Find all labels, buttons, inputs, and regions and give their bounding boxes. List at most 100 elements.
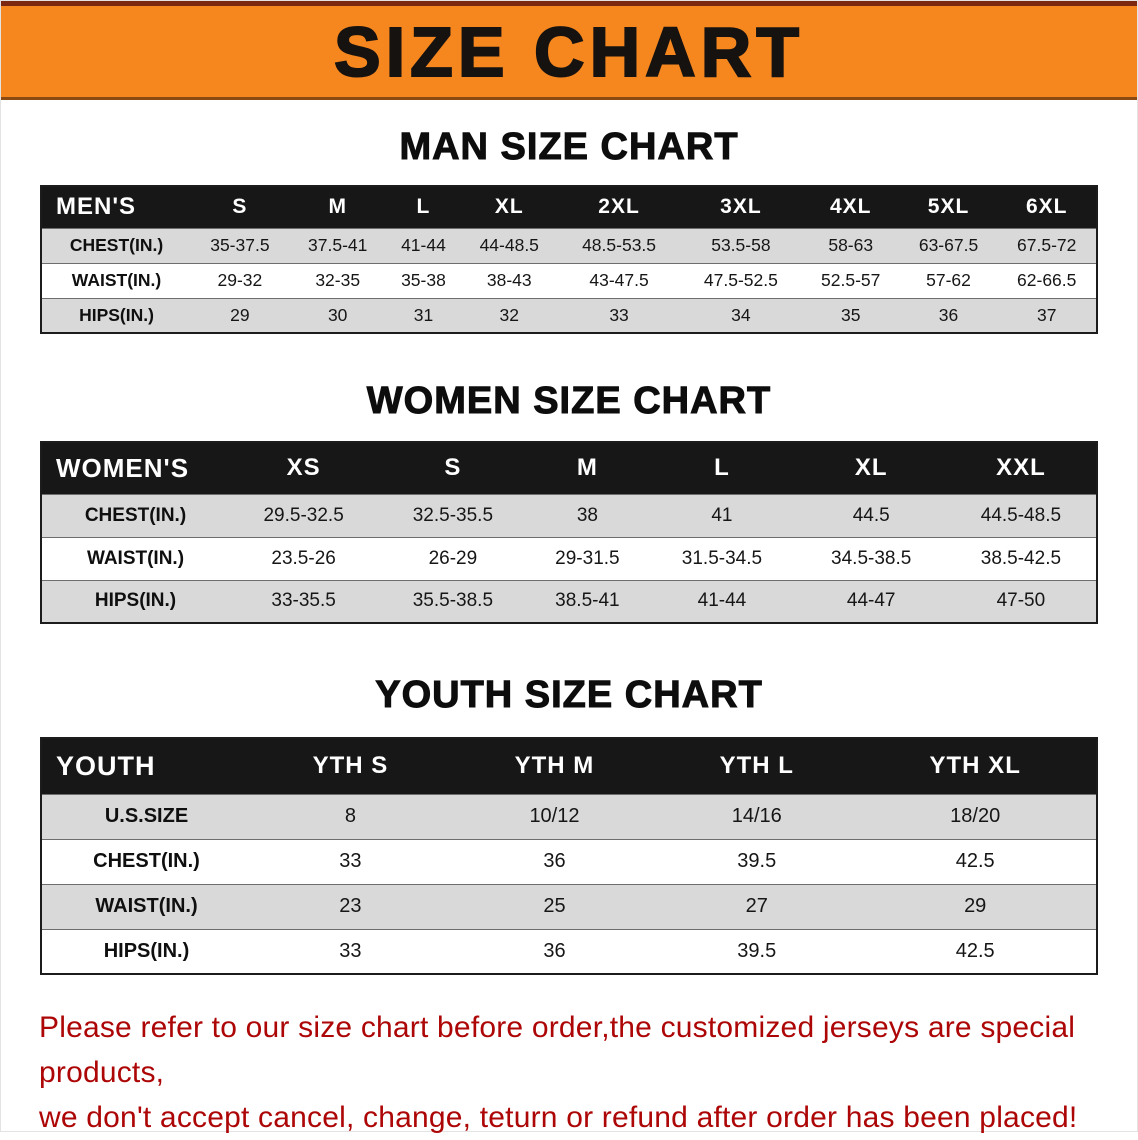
men-size-table: MEN'S S M L XL 2XL 3XL 4XL 5XL 6XL CHEST(IN.) 35-37… xyxy=(40,185,1098,334)
table-row: WAIST(IN.) 23.5-26 26-29 29-31.5 31.5-34.5 34… xyxy=(41,537,1097,580)
size-value-cell: 32-35 xyxy=(315,270,361,290)
size-value-cell: 44.5-48.5 xyxy=(980,504,1062,526)
size-value-cell: 38-43 xyxy=(486,270,532,290)
size-value-cell: 35-37.5 xyxy=(210,235,270,255)
size-column-header: 6XL xyxy=(1025,195,1068,219)
size-value-cell: 37.5-41 xyxy=(308,235,368,255)
youth-size-chart-section: YOUTH SIZE CHART YOUTH YTH S YTH M YTH L YTH… xyxy=(1,674,1137,975)
row-label: WAIST(IN.) xyxy=(86,547,185,569)
size-value-cell: 53.5-58 xyxy=(711,235,771,255)
size-column-header: YTH L xyxy=(719,752,794,780)
size-value-cell: 23 xyxy=(339,895,362,917)
size-column-header: M xyxy=(328,195,347,219)
table-header-row: YOUTH YTH S YTH M YTH L YTH XL xyxy=(41,738,1097,794)
size-value-cell: 63-67.5 xyxy=(918,235,979,255)
table-row: HIPS(IN.) 33-35.5 35.5-38.5 38.5-41 41-44 44-… xyxy=(41,580,1097,623)
size-value-cell: 33-35.5 xyxy=(271,590,336,612)
size-value-cell: 29 xyxy=(964,895,987,917)
table-header-row: WOMEN'S XS S M L XL XXL xyxy=(41,442,1097,494)
size-value-cell: 34.5-38.5 xyxy=(831,547,912,569)
notice-line-1: Please refer to our size chart before or… xyxy=(39,1011,1076,1089)
size-value-cell: 67.5-72 xyxy=(1017,235,1077,255)
table-header-row: MEN'S S M L XL 2XL 3XL 4XL 5XL 6XL xyxy=(41,186,1097,228)
size-value-cell: 33 xyxy=(339,939,362,962)
table-title-cell: MEN'S xyxy=(56,193,137,221)
size-value-cell: 44-47 xyxy=(846,590,896,612)
size-column-header: 2XL xyxy=(598,195,640,219)
size-value-cell: 41-44 xyxy=(401,235,446,255)
size-value-cell: 57-62 xyxy=(926,270,971,290)
size-value-cell: 35.5-38.5 xyxy=(412,590,494,612)
footer-notice: Please refer to our size chart before or… xyxy=(1,1005,1137,1140)
table-title-cell: YOUTH xyxy=(56,750,156,781)
women-size-chart-section: WOMEN SIZE CHART WOMEN'S XS S M L XL XXL CHEST(… xyxy=(1,380,1137,624)
size-value-cell: 43-47.5 xyxy=(589,270,649,290)
youth-size-table: YOUTH YTH S YTH M YTH L YTH XL U.S.SIZE 8 10/12… xyxy=(40,737,1098,975)
size-column-header: 5XL xyxy=(927,195,970,219)
size-value-cell: 14/16 xyxy=(731,805,782,827)
size-value-cell: 26-29 xyxy=(428,547,478,569)
size-column-header: M xyxy=(576,454,598,482)
size-value-cell: 25 xyxy=(543,895,566,917)
size-value-cell: 29-32 xyxy=(217,270,263,290)
table-row: CHEST(IN.) 35-37.5 37.5-41 41-44 44-48.5 48.5… xyxy=(41,228,1097,263)
size-value-cell: 42.5 xyxy=(955,939,995,962)
row-label: CHEST(IN.) xyxy=(69,235,164,255)
size-column-header: XXL xyxy=(996,454,1046,482)
size-value-cell: 44-48.5 xyxy=(479,235,539,255)
table-row: HIPS(IN.) 33 36 39.5 42.5 xyxy=(41,929,1097,974)
size-value-cell: 36 xyxy=(543,850,566,872)
size-column-header: YTH XL xyxy=(929,752,1021,780)
row-label: CHEST(IN.) xyxy=(93,850,200,872)
size-value-cell: 29 xyxy=(230,304,250,325)
size-value-cell: 39.5 xyxy=(737,939,777,962)
size-value-cell: 29.5-32.5 xyxy=(263,504,344,526)
women-size-table: WOMEN'S XS S M L XL XXL CHEST(IN.) 29.5-32.5 32.5… xyxy=(40,441,1098,624)
row-label: CHEST(IN.) xyxy=(84,504,187,526)
table-row: CHEST(IN.) 29.5-32.5 32.5-35.5 38 41 44.5 44.5… xyxy=(41,494,1097,537)
size-value-cell: 29-31.5 xyxy=(555,547,620,569)
size-value-cell: 32 xyxy=(499,304,519,325)
table-row: CHEST(IN.) 33 36 39.5 42.5 xyxy=(41,839,1097,884)
size-column-header: L xyxy=(416,195,431,219)
table-row: HIPS(IN.) 29 30 31 32 33 34 35 36 37 xyxy=(41,298,1097,333)
notice-line-2: we don't accept cancel, change, teturn o… xyxy=(39,1101,1078,1134)
row-label: HIPS(IN.) xyxy=(79,304,154,325)
row-label: WAIST(IN.) xyxy=(95,895,198,917)
size-value-cell: 35 xyxy=(840,304,861,325)
size-value-cell: 27 xyxy=(745,895,768,917)
row-label: U.S.SIZE xyxy=(104,805,189,827)
size-column-header: L xyxy=(714,454,730,482)
size-value-cell: 33 xyxy=(609,304,629,325)
size-column-header: S xyxy=(232,195,248,219)
size-value-cell: 42.5 xyxy=(955,850,995,872)
size-column-header: XL xyxy=(854,454,888,482)
men-size-chart-section: MAN SIZE CHART MEN'S S M L XL 2XL 3XL 4XL 5XL 6XL… xyxy=(1,126,1137,334)
size-value-cell: 38.5-41 xyxy=(555,590,620,612)
size-value-cell: 47-50 xyxy=(996,590,1046,612)
page-title: SIZE CHART xyxy=(333,12,804,91)
size-value-cell: 31 xyxy=(413,304,434,325)
size-value-cell: 48.5-53.5 xyxy=(582,235,657,255)
size-value-cell: 31.5-34.5 xyxy=(681,547,763,569)
table-row: U.S.SIZE 8 10/12 14/16 18/20 xyxy=(41,794,1097,839)
size-column-header: 3XL xyxy=(720,195,762,219)
size-value-cell: 41 xyxy=(711,504,733,526)
row-label: HIPS(IN.) xyxy=(103,939,190,962)
size-value-cell: 32.5-35.5 xyxy=(412,504,494,526)
row-label: HIPS(IN.) xyxy=(94,590,177,612)
size-value-cell: 38 xyxy=(576,504,598,526)
size-value-cell: 30 xyxy=(327,304,348,325)
size-value-cell: 58-63 xyxy=(828,235,874,255)
size-value-cell: 38.5-42.5 xyxy=(980,547,1062,569)
size-column-header: XS xyxy=(286,454,321,482)
women-section-heading: WOMEN SIZE CHART xyxy=(366,380,772,423)
size-value-cell: 36 xyxy=(938,304,959,325)
size-column-header: YTH M xyxy=(514,752,595,780)
size-column-header: S xyxy=(444,454,462,482)
size-column-header: YTH S xyxy=(312,752,389,780)
size-value-cell: 10/12 xyxy=(529,805,580,827)
size-value-cell: 52.5-57 xyxy=(821,270,881,290)
size-value-cell: 23.5-26 xyxy=(271,547,336,569)
size-value-cell: 47.5-52.5 xyxy=(703,270,778,290)
